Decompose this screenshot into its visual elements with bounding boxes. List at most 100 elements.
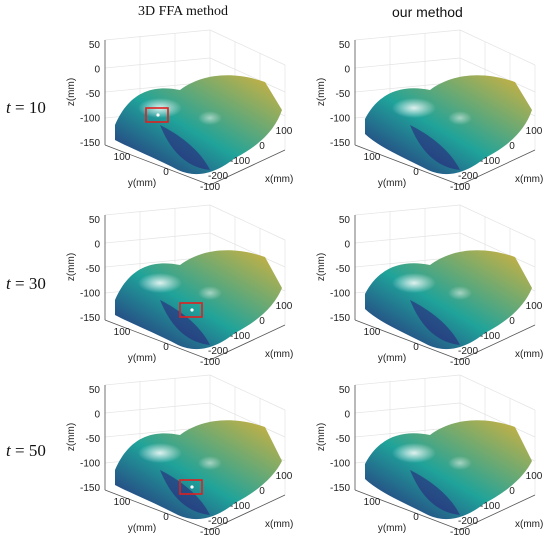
specular-highlight [448,111,472,125]
x-tick-label: -100 [230,156,250,167]
y-axis-label: y(mm) [378,178,406,189]
y-axis-line [354,319,461,361]
specular-highlight [392,273,436,293]
x-tick-label: -100 [480,156,500,167]
y-tick-label: 0 [163,342,169,353]
z-axis-label: z(mm) [66,253,77,281]
x-tick-label: -200 [458,346,478,357]
x-tick-label: -100 [230,331,250,342]
axes [104,40,286,186]
time-variable: t [6,98,11,117]
x-tick-label: -200 [208,171,228,182]
x-tick-label: -200 [458,171,478,182]
y-axis-line [104,144,211,186]
y-axis-line [104,489,211,531]
x-tick-label: 100 [276,126,293,137]
valley-shade [410,470,460,515]
highlight-box [145,107,169,123]
axes [104,385,286,531]
surface-plot-ours-t30: 50 0 -50 -100 -150 z(mm) 100 0 -100 y(mm) 100 0 -100… [316,204,543,368]
specular-highlight [138,443,182,463]
z-axis-label: z(mm) [66,423,77,451]
x-tick-label: 100 [526,301,543,312]
x-tick-label: 0 [259,486,265,497]
y-tick-label: 100 [364,327,381,338]
z-tick-label: 0 [94,65,100,76]
y-tick-label: 100 [114,327,131,338]
z-tick-label: -100 [330,289,350,300]
z-axis-label: z(mm) [316,78,327,106]
surface-plot-ours-t10: 50 0 -50 -100 -150 z(mm) 100 0 -100 y(mm) 100 0 -100… [316,29,543,193]
row-label-t10: t = 10 [6,98,46,118]
defect-point [190,485,194,489]
column-title-ours: our method [392,4,463,20]
z-tick-label: 0 [94,240,100,251]
x-tick-label: 100 [276,301,293,312]
y-tick-label: -100 [200,527,220,538]
x-axis-line [459,149,536,186]
x-tick-label: -100 [230,501,250,512]
z-tick-label: -100 [330,459,350,470]
x-tick-label: 0 [259,316,265,327]
specular-highlight [198,286,222,300]
axes [354,40,536,186]
x-tick-label: 0 [259,141,265,152]
x-tick-label: 100 [276,471,293,482]
z-tick-label: -100 [80,114,100,125]
x-tick-label: 100 [526,471,543,482]
x-tick-label: -200 [458,516,478,527]
defect-point [156,113,160,117]
y-tick-label: -100 [200,182,220,193]
x-tick-label: 0 [509,486,515,497]
x-axis-label: x(mm) [515,519,543,530]
y-tick-label: -100 [450,357,470,368]
z-tick-label: 0 [94,410,100,421]
y-tick-label: 0 [413,342,419,353]
z-tick-label: -150 [80,138,100,149]
x-tick-label: -100 [480,331,500,342]
specular-highlight [138,273,182,293]
x-tick-label: -200 [208,346,228,357]
x-axis-line [209,149,286,186]
z-axis-label: z(mm) [316,423,327,451]
z-tick-label: 0 [344,65,350,76]
specular-highlight [392,443,436,463]
x-axis-label: x(mm) [265,174,293,185]
x-tick-label: 0 [509,316,515,327]
z-tick-label: -50 [86,434,101,445]
time-value: = 30 [10,274,46,293]
axes [104,215,286,361]
valley-shade [410,125,460,170]
x-tick-label: -200 [208,516,228,527]
x-tick-label: -100 [480,501,500,512]
z-tick-label: 50 [339,40,351,51]
specular-highlight [448,456,472,470]
y-tick-label: 100 [114,152,131,163]
x-axis-label: x(mm) [265,349,293,360]
time-variable: t [6,274,11,293]
y-axis-label: y(mm) [378,523,406,534]
z-tick-label: -150 [330,483,350,494]
z-tick-label: -150 [330,138,350,149]
column-title-ffa: 3D FFA method [138,4,228,19]
time-value: = 50 [10,441,46,460]
y-tick-label: 0 [413,512,419,523]
y-tick-label: 100 [114,497,131,508]
x-axis-line [459,494,536,531]
y-axis-label: y(mm) [128,353,156,364]
x-tick-label: 0 [509,141,515,152]
y-tick-label: -100 [200,357,220,368]
surface-plot-ffa-t10: 50 0 -50 -100 -150 z(mm) 100 0 -100 y(mm) 100 0 -100… [66,29,293,193]
z-tick-label: 50 [89,40,101,51]
y-tick-label: 0 [163,512,169,523]
z-tick-label: 0 [344,240,350,251]
z-tick-label: -50 [86,264,101,275]
surface-plot-ffa-t30: 50 0 -50 -100 -150 z(mm) 100 0 -100 y(mm) 100 0 -100… [66,204,293,368]
z-tick-label: 50 [89,385,101,396]
y-axis-label: y(mm) [378,353,406,364]
y-axis-line [354,489,461,531]
z-tick-label: -100 [80,459,100,470]
z-tick-label: 0 [344,410,350,421]
row-label-t50: t = 50 [6,441,46,461]
z-tick-label: -150 [80,483,100,494]
